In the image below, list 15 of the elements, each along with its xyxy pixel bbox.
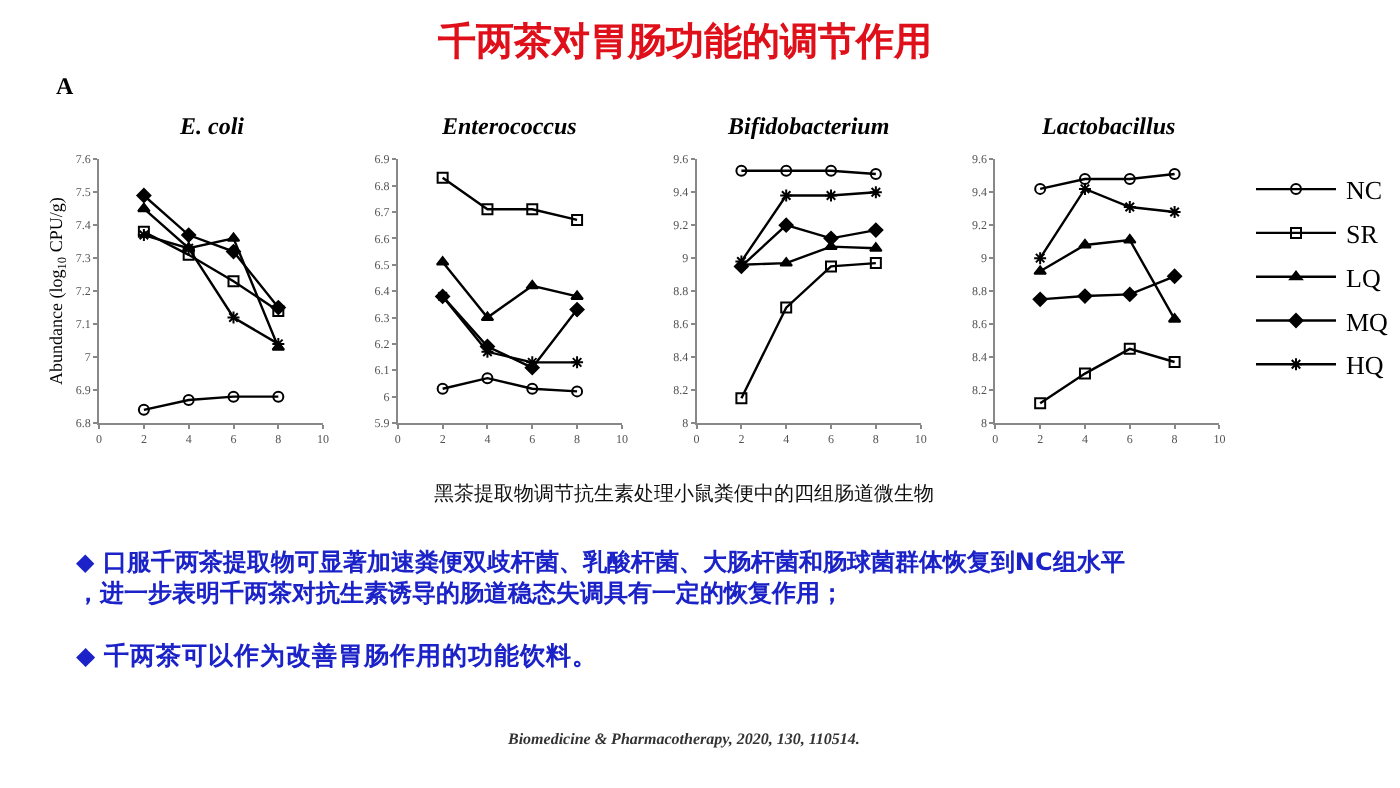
legend-label: SR xyxy=(1346,219,1379,250)
chart-title: Enterococcus xyxy=(440,112,578,140)
text: 黑茶提取物调节抗生素处理小鼠粪便中的四组肠道微生物 xyxy=(434,482,934,506)
text: 千两茶对胃肠功能的调节作用 xyxy=(436,20,932,64)
text: A xyxy=(56,72,74,100)
chart-title: Bifidobacterium xyxy=(726,112,890,140)
text: ◆ 口服千两茶提取物可显著加速粪便双歧杆菌、乳酸杆菌、大肠杆菌和肠球菌群体恢复到NC组水平，进一步表明千两茶对抗生素诱导的肠道稳态失调具有一定的恢复作用； xyxy=(76,548,1125,608)
legend-label: MQ xyxy=(1346,306,1390,337)
chart-title: E. coli xyxy=(178,112,246,140)
legend-label: HQ xyxy=(1346,350,1385,381)
text: ◆ 千两茶可以作为改善胃肠作用的功能饮料。 xyxy=(76,640,598,670)
text: Biomedicine & Pharmacotherapy, 2020, 130, 110514. xyxy=(506,730,860,748)
legend-label: NC xyxy=(1346,175,1383,206)
chart-title: Lactobacillus xyxy=(1040,112,1176,140)
legend-label: LQ xyxy=(1346,262,1382,293)
